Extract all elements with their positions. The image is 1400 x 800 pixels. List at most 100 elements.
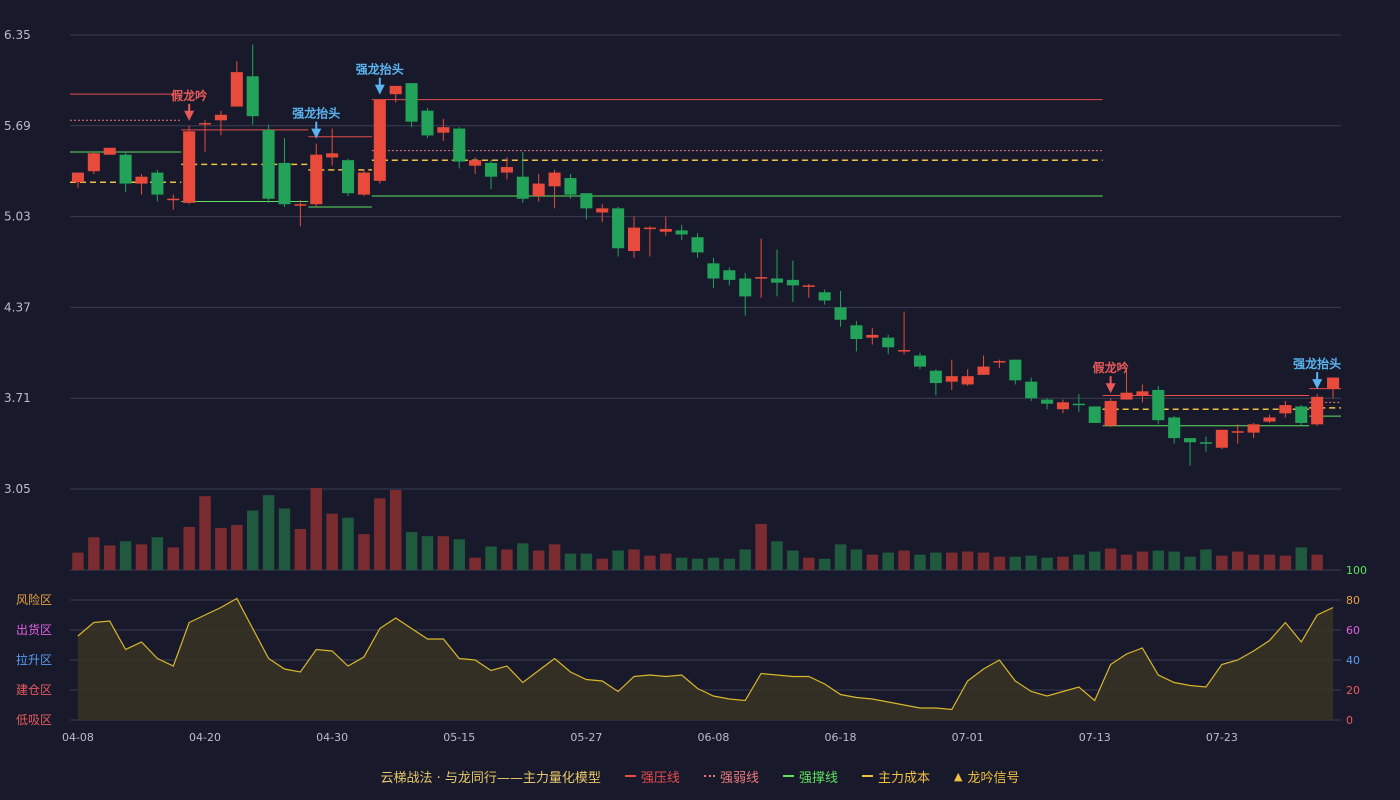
osc-tick-label: 60: [1346, 624, 1360, 637]
volume-bar: [866, 554, 879, 570]
candle-body: [707, 263, 720, 279]
legend-label-weak: 强弱线: [719, 770, 759, 786]
volume-bar: [151, 537, 164, 570]
candle-body: [1295, 406, 1308, 423]
volume-bar: [501, 549, 513, 570]
candle-body: [1009, 359, 1022, 381]
volume-bar: [707, 557, 720, 570]
volume-bar: [421, 536, 434, 570]
price-tick-label: 4.37: [4, 300, 31, 314]
volume-bar: [1025, 555, 1037, 570]
legend-title: 云梯战法 · 与龙同行——主力量化模型: [380, 770, 601, 786]
date-tick-label: 04-30: [316, 731, 348, 744]
candle-body: [310, 154, 323, 205]
candle-body: [818, 292, 831, 301]
volume-bar: [644, 555, 656, 570]
volume-bar: [374, 498, 386, 570]
candle-body: [723, 270, 736, 280]
volume-bar: [262, 495, 275, 570]
date-tick-label: 04-20: [189, 731, 221, 744]
volume-bar: [914, 554, 926, 570]
legend-item-cost[interactable]: 主力成本: [861, 767, 930, 786]
volume-bar: [771, 541, 783, 570]
axis-labels: 6.35 5.69 5.03 4.37 3.71 3.05 100 80 60 40 20 0 风险区出…: [4, 28, 1367, 744]
volume-bar: [803, 557, 815, 570]
volume-bar: [1311, 554, 1323, 570]
volume-bar: [278, 508, 291, 570]
candle-body: [230, 72, 243, 107]
signal-label: 强龙抬头: [356, 62, 404, 77]
volume-bar: [1057, 556, 1069, 570]
legend-item-signal[interactable]: ▲ 龙吟信号: [954, 767, 1019, 786]
volume-bar: [596, 558, 608, 570]
candle-body: [977, 366, 990, 375]
signal-arrow-icon: [1312, 379, 1323, 390]
volume-bar: [231, 524, 243, 570]
candle-body: [945, 376, 958, 382]
volume-bar: [1184, 556, 1196, 570]
volume-bar: [469, 557, 481, 570]
volume-bar: [993, 556, 1006, 570]
candle-body: [135, 176, 148, 184]
legend-label-support: 强撑线: [798, 770, 838, 786]
candle-body: [500, 167, 513, 173]
chart-legend: 云梯战法 · 与龙同行——主力量化模型 强压线 强弱线 强撑线 主力成本 ▲ 龙…: [0, 764, 1400, 788]
candle-body: [691, 237, 704, 253]
candle-body: [294, 204, 307, 206]
candle-body: [993, 361, 1006, 363]
volume-bar: [755, 523, 767, 570]
volume-bar: [850, 549, 863, 570]
candle-body: [151, 172, 164, 195]
volume-bar: [930, 552, 942, 570]
candle-body: [580, 193, 593, 209]
candlesticks: [71, 44, 1340, 466]
signal-arrow-icon: [1105, 383, 1116, 394]
candle-body: [786, 279, 799, 286]
date-tick-label: 07-23: [1206, 731, 1238, 744]
triangle-icon: ▲: [953, 769, 963, 783]
candle-body: [675, 230, 688, 235]
volume-bar: [119, 541, 132, 570]
volume-bar: [437, 536, 450, 570]
volume-bar: [532, 550, 545, 570]
candle-body: [1311, 396, 1324, 425]
volume-bar: [739, 549, 751, 570]
candle-body: [1104, 400, 1117, 426]
candle-body: [643, 227, 656, 230]
volume-bar: [723, 558, 736, 570]
price-tick-label: 5.69: [4, 119, 31, 133]
volume-bar: [977, 552, 990, 570]
candle-body: [357, 172, 370, 195]
date-tick-label: 05-27: [570, 731, 602, 744]
candle-body: [119, 154, 132, 184]
volume-bar: [88, 537, 100, 570]
candle-body: [1088, 406, 1101, 423]
date-tick-label: 06-08: [697, 731, 729, 744]
candle-body: [389, 85, 402, 95]
candle-body: [373, 99, 386, 181]
legend-item-support[interactable]: 强撑线: [782, 767, 838, 786]
candle-body: [421, 110, 434, 136]
legend-swatch-weak: [703, 775, 715, 777]
osc-zone-label: 拉升区: [16, 652, 52, 667]
candle-body: [199, 123, 212, 125]
volume-bar: [548, 544, 561, 570]
signal-arrow-icon: [374, 84, 385, 95]
volume-bar: [1104, 548, 1117, 570]
volume-bars: [72, 488, 1323, 570]
oscillator-line: [77, 597, 1334, 711]
candle-body: [1279, 405, 1292, 414]
legend-item-weak[interactable]: 强弱线: [703, 767, 759, 786]
legend-item-pressure[interactable]: 强压线: [624, 767, 680, 786]
legend-swatch-pressure: [624, 775, 636, 777]
candle-body: [898, 350, 911, 352]
candle-body: [183, 131, 196, 203]
signal-label: 强龙抬头: [1293, 356, 1341, 371]
volume-bar: [215, 527, 227, 570]
volume-bar: [453, 539, 465, 570]
candle-body: [755, 277, 768, 279]
volume-bar: [564, 553, 577, 570]
candle-body: [929, 370, 942, 384]
volume-bar: [882, 552, 894, 570]
candle-body: [214, 114, 227, 121]
